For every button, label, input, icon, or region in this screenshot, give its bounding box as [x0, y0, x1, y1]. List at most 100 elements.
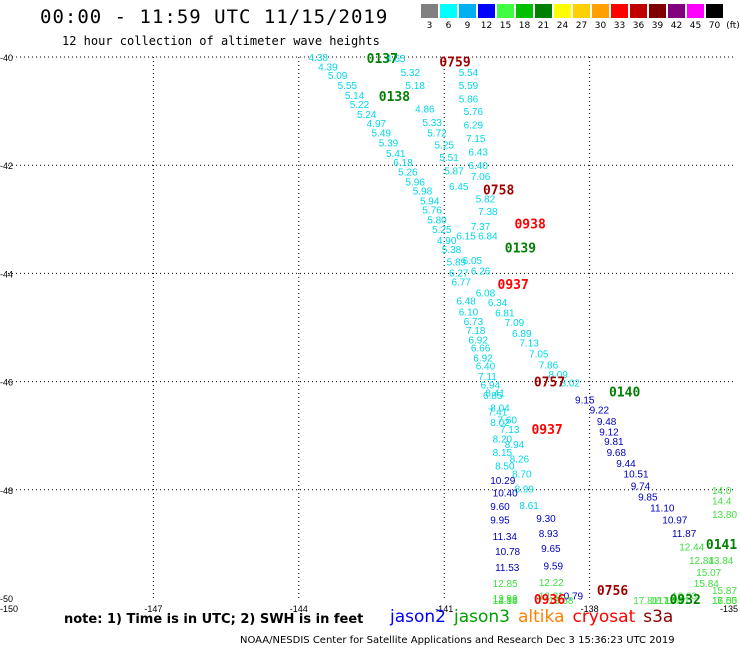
scale-label: 3: [426, 21, 433, 31]
wave-height-value: 9.48: [597, 417, 617, 428]
wave-height-value: 9.22: [590, 406, 610, 417]
wave-height-value: 4.86: [415, 104, 435, 115]
satellite-legend: jason2 jason3 altika cryosat s3a: [390, 607, 681, 627]
wave-height-value: 12.31: [539, 591, 564, 602]
scale-label: 30: [594, 21, 607, 31]
legend-cryosat: cryosat: [572, 607, 636, 627]
longitude-label: -141: [435, 604, 453, 614]
pass-time-label: 0932: [670, 593, 701, 608]
latitude-label: -40: [0, 53, 13, 63]
wave-height-value: 6.92: [468, 335, 488, 346]
wave-height-value: 5.80: [427, 215, 447, 226]
scale-label: 45: [689, 21, 702, 31]
wave-height-value: 7.37: [471, 222, 491, 233]
wave-height-value: 12.84: [689, 556, 714, 567]
wave-height-value: 7.13: [500, 425, 520, 436]
scale-label: 39: [651, 21, 664, 31]
wave-height-value: 10.78: [495, 547, 520, 558]
pass-time-label: 0756: [597, 584, 628, 599]
wave-height-value: 5.38: [442, 245, 462, 256]
wave-height-value: 5.96: [405, 177, 425, 188]
wave-height-value: 16.15: [650, 596, 675, 607]
scale-label: 33: [613, 21, 626, 31]
wave-height-value: 8.20: [493, 434, 513, 445]
wave-height-value: 4.90: [437, 236, 457, 247]
map-title: 00:00 - 11:59 UTC 11/15/2019: [40, 6, 389, 28]
wave-height-value: 4.65: [386, 54, 406, 65]
wave-height-value: 15.61: [665, 596, 690, 607]
wave-height-value: 11.34: [493, 532, 518, 543]
wave-height-value: 8.15: [493, 448, 513, 459]
wave-height-value: 5.18: [405, 81, 425, 92]
wave-height-value: 12.22: [539, 578, 564, 589]
legend-jason3: jason3: [454, 607, 510, 627]
wave-height-value: 15.05: [712, 596, 737, 607]
wave-height-value: 6.05: [463, 256, 483, 267]
wave-height-value: 6.26: [471, 267, 491, 278]
scale-swatch: [573, 4, 590, 18]
wave-height-value: 6.92: [473, 353, 493, 364]
wave-height-value: 5.94: [420, 196, 440, 207]
wave-height-value: 9.44: [616, 459, 636, 470]
wave-height-value: 14.15: [493, 596, 518, 607]
wave-height-value: 8.99: [514, 485, 534, 496]
wave-height-value: 5.22: [350, 100, 370, 111]
wave-height-value: 10.79: [558, 591, 583, 602]
wave-height-value: 6.15: [456, 232, 476, 243]
pass-time-label: 0937: [498, 278, 529, 293]
latitude-label: -42: [0, 161, 13, 171]
wave-height-value: 8.70: [512, 470, 532, 481]
wave-height-value: 6.10: [459, 307, 479, 318]
scale-swatch: [668, 4, 685, 18]
scale-swatch: [649, 4, 666, 18]
wave-height-value: 6.77: [451, 278, 471, 289]
latitude-label: -48: [0, 486, 13, 496]
scale-swatch: [630, 4, 647, 18]
wave-height-value: 5.24: [357, 110, 377, 121]
scale-label: 15: [499, 21, 512, 31]
wave-height-value: 5.33: [422, 118, 442, 129]
scale-label: 24: [556, 21, 569, 31]
wave-height-value: 8.61: [519, 501, 539, 512]
wave-height-value: 4.38: [308, 53, 328, 64]
scale-swatch: [687, 4, 704, 18]
scale-label: 18: [518, 21, 531, 31]
legend-altika: altika: [518, 607, 565, 627]
wave-height-value: 5.09: [328, 71, 348, 82]
legend-jason2: jason2: [390, 607, 446, 627]
wave-height-value: 7.41: [488, 407, 508, 418]
wave-height-value: 5.86: [459, 95, 479, 106]
pass-time-label: 0937: [531, 423, 562, 438]
scale-swatch: [516, 4, 533, 18]
wave-height-value: 9.30: [536, 514, 556, 525]
pass-time-label: 0138: [379, 90, 410, 105]
pass-time-label: 0757: [534, 376, 565, 391]
scale-label: 6: [445, 21, 452, 31]
scale-label: 42: [670, 21, 683, 31]
wave-height-value: 6.81: [495, 308, 515, 319]
wave-height-value: 6.18: [393, 158, 413, 169]
wave-height-value: 7.05: [529, 349, 549, 360]
note-text: note: 1) Time is in UTC; 2) SWH is in fe…: [64, 612, 364, 627]
wave-height-value: 6.84: [478, 232, 498, 243]
wave-height-value: 8.26: [510, 454, 530, 465]
wave-height-value: 13.80: [712, 510, 737, 521]
wave-height-value: 7.06: [471, 172, 491, 183]
map-subtitle: 12 hour collection of altimeter wave hei…: [62, 34, 380, 48]
wave-height-value: 7.86: [539, 360, 559, 371]
scale-swatch: [421, 4, 438, 18]
longitude-label: -144: [290, 604, 308, 614]
wave-height-value: 5.55: [338, 81, 358, 92]
footer-credit: NOAA/NESDIS Center for Satellite Applica…: [240, 635, 675, 646]
wave-height-value: 5.54: [459, 68, 479, 79]
wave-height-value: 9.95: [490, 516, 510, 527]
wave-height-value: 7.60: [498, 415, 518, 426]
wave-height-value: 5.14: [345, 91, 365, 102]
wave-height-value: 5.89: [447, 257, 467, 268]
wave-height-value: 5.51: [439, 153, 459, 164]
scale-swatch: [478, 4, 495, 18]
wave-height-value: 7.38: [478, 207, 498, 218]
wave-height-value: 5.98: [413, 187, 433, 198]
wave-height-value: 13.84: [708, 556, 733, 567]
wave-height-value: 8.41: [485, 388, 505, 399]
